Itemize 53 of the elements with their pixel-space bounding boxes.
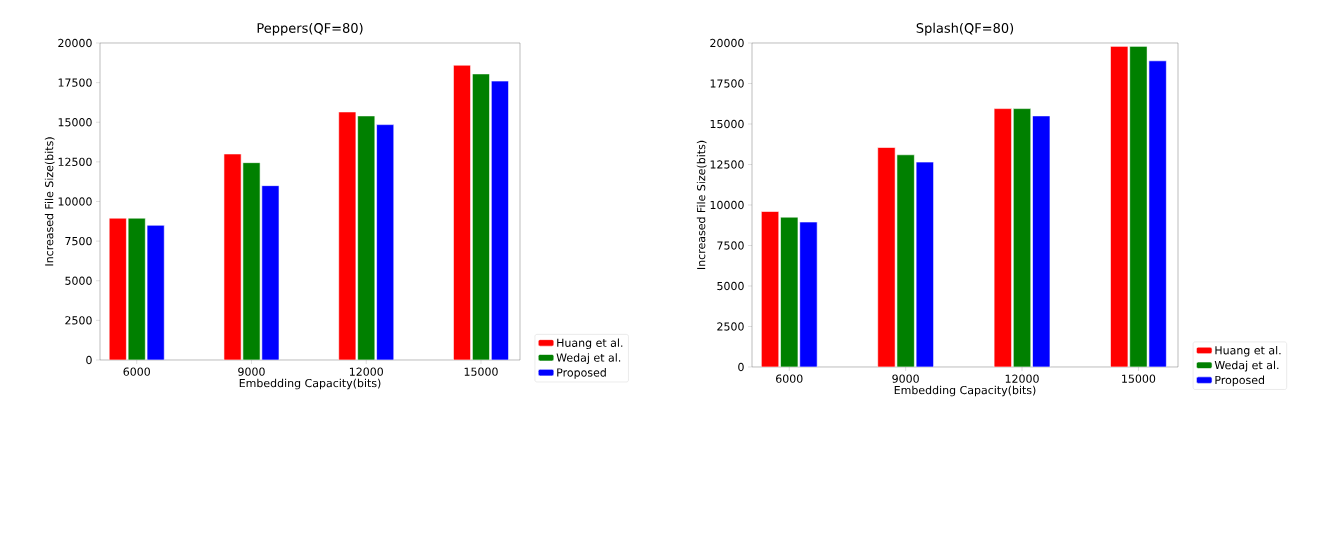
bar xyxy=(780,216,799,367)
y-tick-label: 20000 xyxy=(710,38,744,48)
bar xyxy=(896,154,915,367)
y-tick-label: 17500 xyxy=(710,79,744,88)
bar xyxy=(127,217,146,360)
legend-label: Proposed xyxy=(1215,375,1265,387)
y-tick-label: 7500 xyxy=(65,236,92,246)
y-tick-label: 2500 xyxy=(717,322,744,331)
legend-label: Wedaj et al. xyxy=(556,353,621,364)
x-tick-label: 12000 xyxy=(349,367,383,376)
x-tick-label: 15000 xyxy=(464,367,498,376)
x-tick-label: 9000 xyxy=(238,367,265,376)
y-tick-label: 17500 xyxy=(58,78,92,87)
x-tick-label: 9000 xyxy=(892,374,919,383)
y-tick-label: 7500 xyxy=(717,241,744,250)
bar xyxy=(453,64,471,360)
chart-title: Peppers(QF=80) xyxy=(257,22,363,36)
bar xyxy=(108,217,127,360)
y-tick-label: 10000 xyxy=(58,197,92,206)
x-axis-title: Embedding Capacity(bits) xyxy=(894,385,1036,397)
bar xyxy=(1110,45,1129,367)
y-axis-title: Increased File Size(bits) xyxy=(696,140,707,269)
y-tick-label: 5000 xyxy=(65,276,92,285)
legend-label: Huang et al. xyxy=(1215,345,1281,357)
bar xyxy=(993,108,1012,367)
bar xyxy=(1013,108,1032,367)
bar xyxy=(877,147,896,367)
bar xyxy=(338,111,357,360)
y-tick-label: 15000 xyxy=(58,118,92,127)
y-tick-label: 2500 xyxy=(65,316,92,325)
x-tick-label: 12000 xyxy=(1005,374,1039,383)
x-tick-label: 15000 xyxy=(1122,374,1156,383)
y-tick-label: 5000 xyxy=(717,281,744,291)
y-tick-label: 10000 xyxy=(710,200,744,210)
y-tick-label: 20000 xyxy=(58,38,92,48)
bar xyxy=(1129,45,1148,367)
bar xyxy=(357,115,376,360)
x-tick-label: 6000 xyxy=(123,367,150,376)
chart-title: Splash(QF=80) xyxy=(916,22,1014,36)
y-tick-label: 12500 xyxy=(710,160,744,169)
bar xyxy=(761,211,780,367)
y-tick-label: 0 xyxy=(86,355,92,365)
y-tick-label: 0 xyxy=(738,362,744,372)
legend-label: Wedaj et al. xyxy=(1214,360,1279,372)
y-tick-label: 15000 xyxy=(710,119,744,129)
x-tick-label: 6000 xyxy=(776,374,803,383)
y-axis-title: Increased File Size(bits) xyxy=(44,137,55,266)
bar xyxy=(223,153,242,360)
legend-label: Huang et al. xyxy=(557,338,623,350)
x-axis-title: Embedding Capacity(bits) xyxy=(239,378,381,390)
legend-label: Proposed xyxy=(557,368,606,379)
bar xyxy=(472,73,490,360)
y-tick-label: 12500 xyxy=(58,157,92,167)
